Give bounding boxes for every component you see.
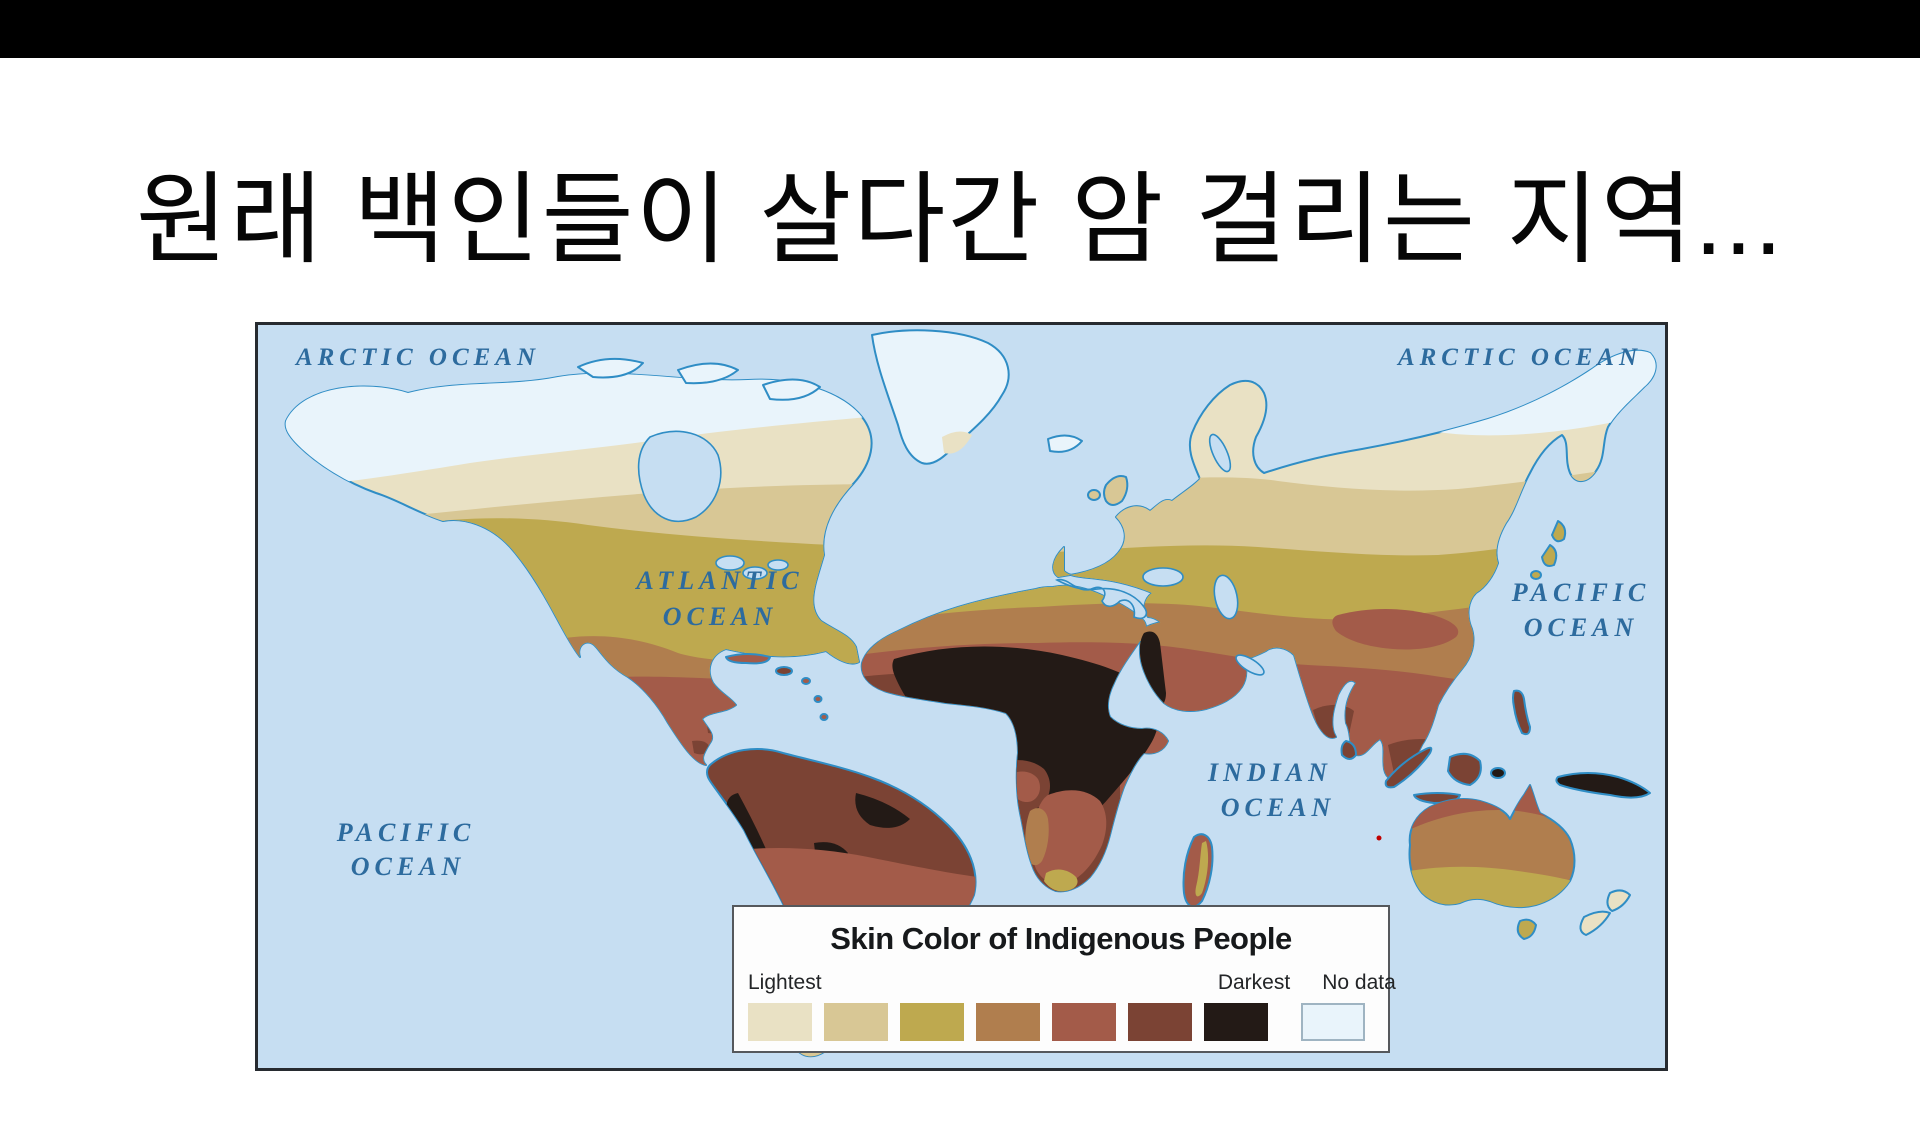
label-indian-ocean: INDIAN: [1207, 758, 1332, 787]
legend-label-no-data: No data: [1322, 971, 1396, 994]
sri-lanka: [1340, 740, 1357, 760]
label-pacific-ocean-left: PACIFIC: [336, 818, 476, 847]
great-lakes: [715, 555, 745, 571]
caspian-sea: [1213, 574, 1239, 620]
legend-swatch: [1128, 1003, 1192, 1041]
svg-text:OCEAN: OCEAN: [1221, 793, 1336, 822]
world-map-svg: ARCTIC OCEAN ARCTIC OCEAN ATLANTIC OCEAN…: [258, 325, 1665, 1068]
label-pacific-ocean-right: PACIFIC: [1511, 578, 1651, 607]
legend-label-darkest: Darkest: [1217, 971, 1291, 994]
top-bar: [0, 0, 1920, 58]
baltic-sea: [1208, 433, 1232, 473]
mediterranean-sea: [1054, 578, 1148, 620]
iceland: [1047, 434, 1083, 453]
legend-swatch: [976, 1003, 1040, 1041]
tasmania: [1516, 918, 1537, 940]
new-guinea: [1555, 772, 1651, 799]
world-map-figure: ARCTIC OCEAN ARCTIC OCEAN ATLANTIC OCEAN…: [255, 322, 1668, 1071]
legend-swatch: [748, 1003, 812, 1041]
map-legend: Skin Color of Indigenous People Lightest…: [732, 905, 1396, 1053]
hispaniola: [775, 666, 793, 676]
svg-text:OCEAN: OCEAN: [351, 852, 466, 881]
legend-title: Skin Color of Indigenous People: [830, 921, 1292, 956]
black-sea: [1142, 567, 1184, 587]
legend-swatch: [900, 1003, 964, 1041]
arctic-islands: [577, 357, 644, 379]
persian-gulf: [1235, 654, 1265, 676]
sulawesi: [1490, 767, 1506, 779]
ireland: [1087, 489, 1101, 501]
legend-swatch: [1204, 1003, 1268, 1041]
cuba: [725, 653, 771, 665]
svg-text:OCEAN: OCEAN: [663, 602, 778, 631]
label-arctic-ocean-left: ARCTIC OCEAN: [294, 344, 540, 371]
great-britain: [1103, 475, 1129, 506]
legend-swatch: [824, 1003, 888, 1041]
japan: [1551, 520, 1567, 543]
philippines: [1512, 689, 1531, 736]
greenland: [871, 329, 1083, 465]
label-arctic-ocean-right: ARCTIC OCEAN: [1396, 344, 1642, 371]
svg-text:OCEAN: OCEAN: [1524, 613, 1639, 642]
page-title: 원래 백인들이 살다간 암 걸리는 지역...: [135, 164, 1785, 276]
legend-label-lightest: Lightest: [748, 971, 822, 994]
hudson-bay: [637, 430, 722, 522]
legend-swatch-no-data: [1301, 1003, 1365, 1041]
label-atlantic-ocean: ATLANTIC: [634, 566, 803, 595]
red-dot-artifact: [1376, 835, 1382, 841]
borneo: [1447, 752, 1482, 786]
legend-swatch: [1052, 1003, 1116, 1041]
sumatra: [1384, 746, 1433, 789]
new-zealand: [1606, 889, 1631, 912]
legend-swatch-row: [748, 1003, 1365, 1041]
legend-swatch-gap: [1268, 1003, 1301, 1041]
